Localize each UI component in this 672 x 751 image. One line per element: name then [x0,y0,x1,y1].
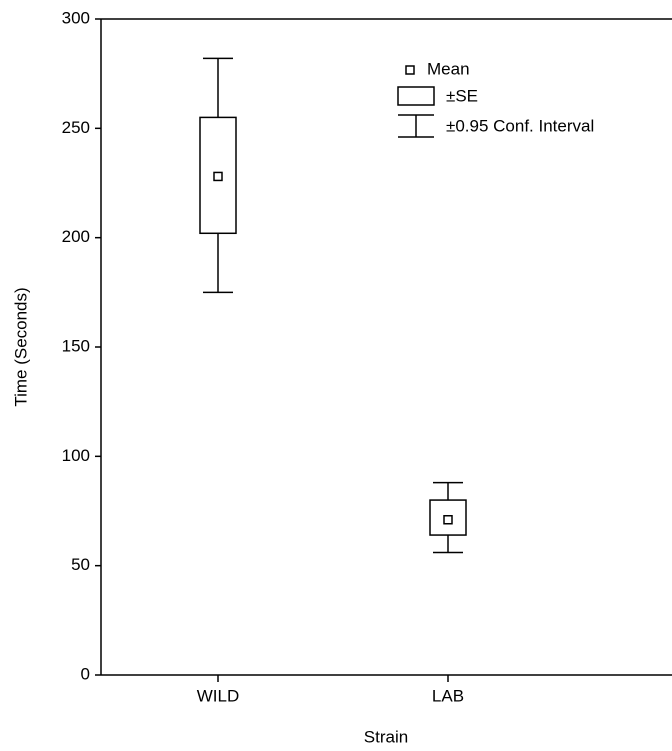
y-tick-label: 300 [62,8,90,27]
y-tick-label: 250 [62,118,90,137]
legend-mean-marker [405,65,415,75]
y-tick-label: 50 [71,555,90,574]
mean-marker [443,514,453,525]
x-tick-label: WILD [197,686,240,705]
y-tick-label: 0 [81,664,90,683]
y-tick-label: 100 [62,446,90,465]
legend-label: Mean [427,59,470,78]
x-tick-label: LAB [432,686,464,705]
mean-marker [213,171,223,182]
legend-se-marker [397,86,435,106]
legend-label: ±0.95 Conf. Interval [446,116,594,135]
legend-label: ±SE [446,86,478,105]
x-axis-label: Strain [364,727,408,746]
y-axis-label: Time (Seconds) [11,287,30,406]
y-tick-label: 200 [62,227,90,246]
y-tick-label: 150 [62,336,90,355]
